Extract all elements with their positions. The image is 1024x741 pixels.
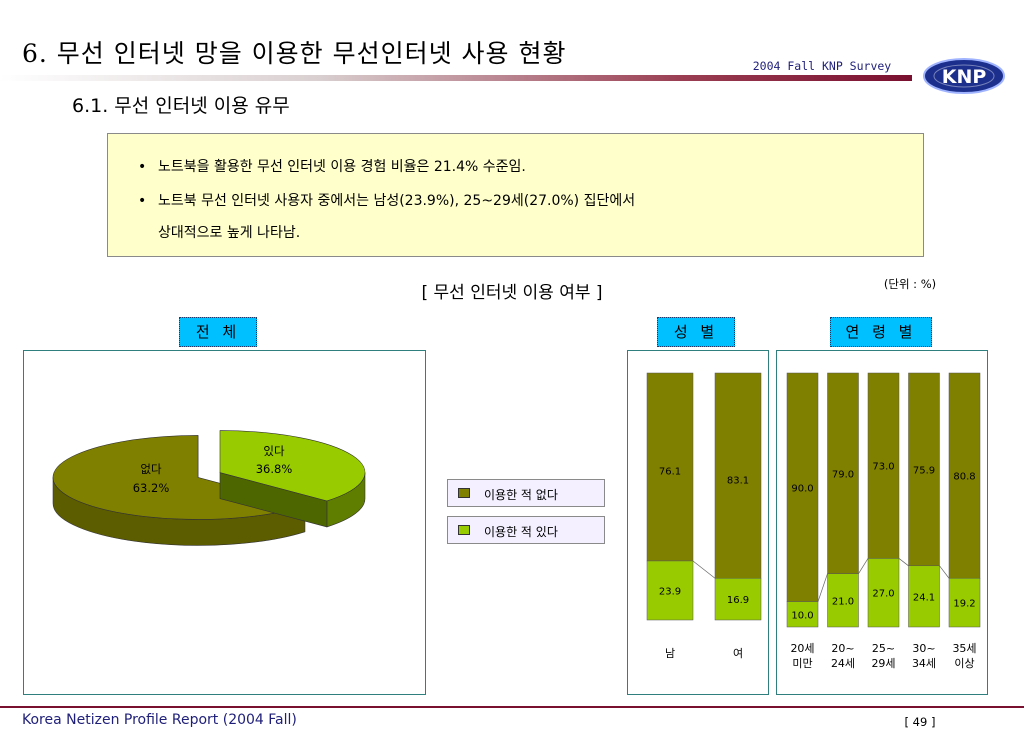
legend-label-yes: 이용한 적 있다 [484,525,558,539]
category-label-2-1: 29세 [871,657,895,670]
category-label-3-1: 34세 [912,657,936,670]
category-label-1-1: 24세 [831,657,855,670]
bar-label-no-2: 73.0 [872,462,894,473]
bar-connector-0 [817,573,828,602]
bar-no-4 [948,372,981,579]
bar-yes-3 [908,565,940,628]
chart-title: [ 무선 인터넷 이용 여부 ] [421,283,603,303]
bar-label-no-4: 80.8 [953,472,975,483]
pie-panel: 없다 63.2% 있다 36.8% [23,350,426,695]
page-title: 6. 무선 인터넷 망을 이용한 무선인터넷 사용 현황 [22,39,567,68]
pie-slice-yes [219,430,366,502]
legend-item-no: 이용한 적 없다 [447,479,605,507]
gender-bar-chart: 76.1 23.9 남 83.1 16.9 여 [646,372,762,660]
knp-logo-text: KNP [942,66,987,88]
summary-bullet-2-continued: 상대적으로 높게 나타남. [158,225,301,241]
bar-label-yes-0: 10.0 [791,610,813,621]
footer-report-title: Korea Netizen Profile Report (2004 Fall) [22,712,297,728]
bar-label-no-0: 90.0 [791,483,813,494]
bar-yes-2 [867,558,900,628]
bar-label-no-3: 75.9 [913,465,935,476]
summary-bullet-2: • 노트북 무선 인터넷 사용자 중에서는 남성(23.9%), 25~29세(2… [138,193,636,209]
pie-value-yes: 36.8% [256,462,293,476]
bar-no-3 [908,372,940,567]
bar-label-yes-1: 21.0 [832,596,854,607]
bar-label-yes-4: 19.2 [953,599,975,610]
gender-panel: 76.1 23.9 남 83.1 16.9 여 [627,350,769,695]
section-title: 6.1. 무선 인터넷 이용 유무 [72,95,290,117]
bar-no-1 [714,372,762,579]
bar-no-2 [867,372,900,559]
header-rule [0,75,912,81]
bar-connector-1 [858,558,869,574]
tag-gender: 성 별 [657,317,735,347]
bar-label-no-0: 76.1 [659,467,681,478]
bar-label-yes-3: 24.1 [913,592,935,603]
bar-no-0 [646,372,694,562]
bar-connector-0 [692,560,716,579]
category-label-4-0: 35세 [952,642,976,655]
survey-label: 2004 Fall KNP Survey [752,59,892,73]
bar-yes-0 [646,560,694,621]
summary-box: • 노트북을 활용한 무선 인터넷 이용 경험 비율은 21.4% 수준임. • 노… [107,133,924,257]
summary-bullet-1: • 노트북을 활용한 무선 인터넷 이용 경험 비율은 21.4% 수준임. [138,159,526,175]
unit-label: (단위 : %) [883,277,937,291]
tag-overall: 전 체 [179,317,257,347]
pie-chart: 없다 63.2% 있다 36.8% [52,430,366,546]
category-label-1: 여 [733,647,743,660]
pie-value-no: 63.2% [133,481,170,495]
bar-label-no-1: 83.1 [727,476,749,487]
bar-label-no-1: 79.0 [832,469,854,480]
category-label-2-0: 25~ [872,642,895,655]
pie-label-yes: 있다 [263,444,285,458]
bar-yes-4 [948,577,981,628]
category-label-1-0: 20~ [831,642,854,655]
bar-label-yes-2: 27.0 [872,589,894,600]
tag-age: 연 령 별 [830,317,932,347]
legend-swatch-no [458,488,470,498]
bar-label-yes-0: 23.9 [659,586,681,597]
bar-label-yes-1: 16.9 [727,595,749,606]
bar-no-1 [827,372,859,574]
page-number: [ 49 ] [904,715,936,729]
legend-swatch-yes [458,525,470,535]
bar-yes-1 [827,573,859,628]
pie-label-no: 없다 [140,462,162,476]
category-label-0: 남 [665,647,675,660]
bar-connector-2 [898,558,909,567]
legend-label-no: 이용한 적 없다 [484,488,558,502]
knp-logo: KNP [923,58,1005,94]
bar-yes-1 [714,578,762,621]
category-label-4-1: 이상 [954,657,974,670]
bar-yes-0 [786,601,819,628]
legend-item-yes: 이용한 적 있다 [447,516,605,544]
category-label-0-0: 20세 [790,642,814,655]
bar-connector-3 [939,565,950,579]
category-label-0-1: 미만 [792,657,812,670]
footer-rule [0,706,1024,708]
category-label-3-0: 30~ [912,642,935,655]
